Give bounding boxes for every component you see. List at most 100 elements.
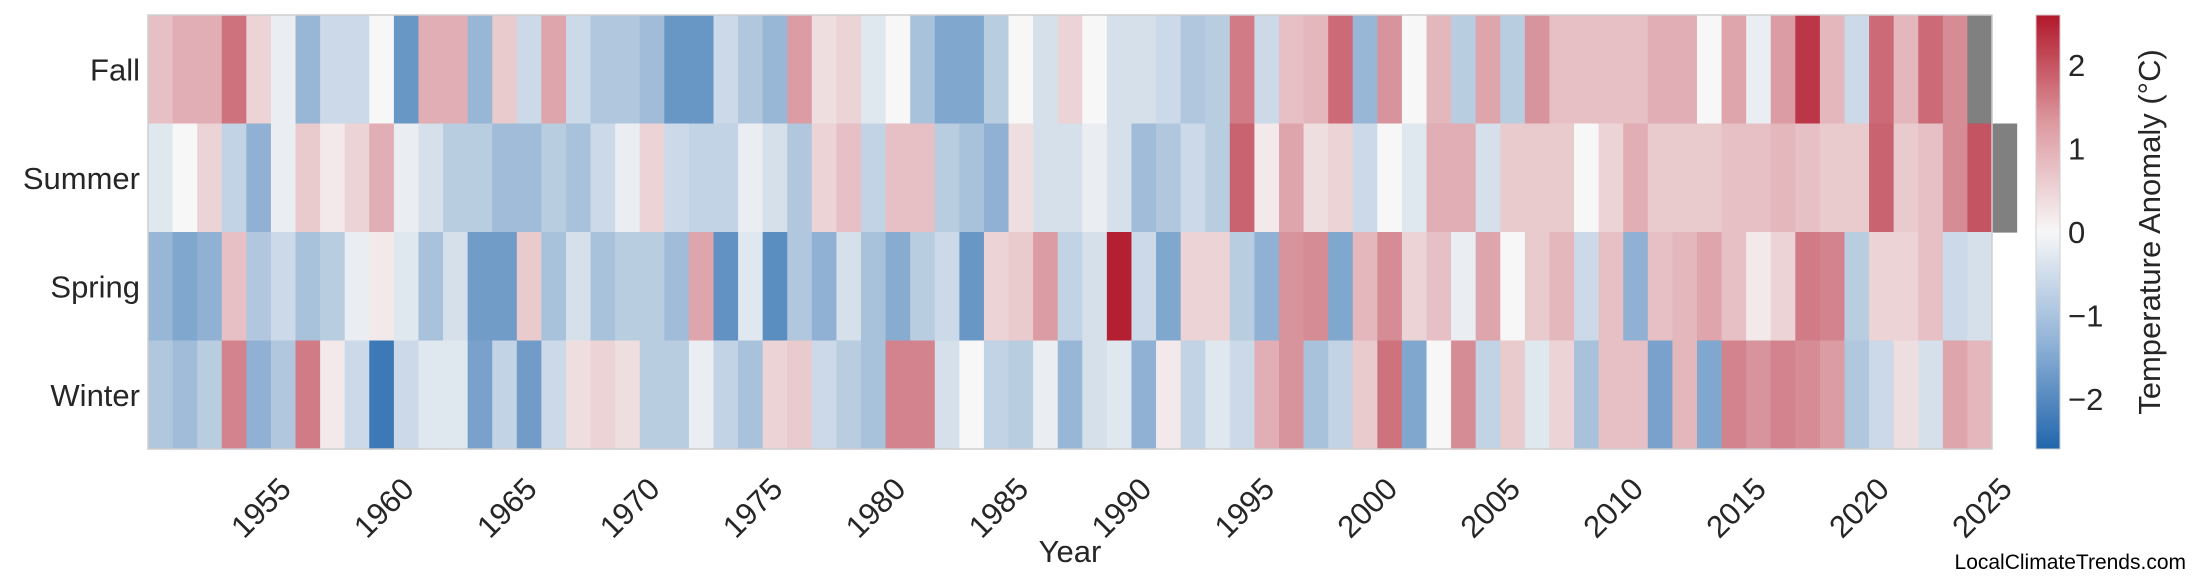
heatmap-cell xyxy=(1229,340,1255,450)
year-tick-label: 2005 xyxy=(1454,471,1528,545)
heatmap-cell xyxy=(1205,340,1231,450)
heatmap-cell xyxy=(1352,340,1378,450)
heatmap-cell xyxy=(1598,123,1624,233)
heatmap-cell xyxy=(738,123,764,233)
heatmap-cell xyxy=(1524,123,1551,233)
heatmap-cell xyxy=(1623,232,1649,342)
heatmap-cell xyxy=(1352,232,1378,342)
heatmap-cell xyxy=(1549,340,1575,450)
heatmap-cell xyxy=(787,340,813,450)
heatmap-cell xyxy=(516,340,542,450)
heatmap-cell xyxy=(934,123,960,233)
heatmap-cell xyxy=(393,340,420,450)
heatmap-cell xyxy=(1819,340,1846,450)
heatmap-cell xyxy=(1574,340,1600,450)
year-tick-label: 1985 xyxy=(962,471,1036,545)
heatmap-cell xyxy=(1647,232,1673,342)
heatmap-cell xyxy=(910,15,936,125)
heatmap-cell xyxy=(443,123,469,233)
heatmap-cell xyxy=(270,340,297,450)
heatmap-cell xyxy=(1746,123,1772,233)
heatmap-cell xyxy=(713,340,739,450)
heatmap-cell xyxy=(639,340,665,450)
heatmap-cell xyxy=(1057,340,1083,450)
heatmap-cell xyxy=(1426,15,1452,125)
heatmap-cell xyxy=(1377,123,1403,233)
heatmap-cell xyxy=(983,340,1010,450)
heatmap-cell xyxy=(1992,123,2018,233)
heatmap-cell xyxy=(664,232,690,342)
heatmap-cell xyxy=(1156,340,1182,450)
heatmap-cell xyxy=(1205,123,1231,233)
heatmap-cell xyxy=(615,340,641,450)
heatmap-cell xyxy=(811,15,838,125)
heatmap-cell xyxy=(1082,15,1108,125)
heatmap-cell xyxy=(1278,15,1305,125)
heatmap-cell xyxy=(811,232,838,342)
heatmap-cell xyxy=(910,340,936,450)
heatmap-cell xyxy=(221,123,247,233)
heatmap-cell xyxy=(1844,123,1870,233)
x-axis-label: Year xyxy=(1039,534,1102,569)
year-tick-label: 1975 xyxy=(716,471,790,545)
heatmap-cell xyxy=(1647,340,1673,450)
heatmap-cell xyxy=(1475,340,1501,450)
heatmap-cell xyxy=(1623,15,1649,125)
heatmap-cell xyxy=(934,15,960,125)
heatmap-cell xyxy=(1770,15,1796,125)
heatmap-cell xyxy=(1918,340,1944,450)
heatmap-cell xyxy=(1672,232,1698,342)
heatmap-cell xyxy=(1598,232,1624,342)
heatmap-cell xyxy=(1549,123,1575,233)
heatmap-cell xyxy=(320,123,346,233)
heatmap-cell xyxy=(221,340,247,450)
heatmap-cell xyxy=(1229,232,1255,342)
season-label: Fall xyxy=(90,52,140,87)
heatmap-cell xyxy=(811,340,838,450)
heatmap-cell xyxy=(1967,15,1993,125)
heatmap-cell xyxy=(197,15,223,125)
year-tick-label: 2015 xyxy=(1699,471,1773,545)
season-label: Winter xyxy=(50,378,140,413)
heatmap-cell xyxy=(295,232,321,342)
year-tick-label: 2000 xyxy=(1331,471,1405,545)
heatmap-cell xyxy=(1721,15,1747,125)
heatmap-cell xyxy=(1131,15,1157,125)
heatmap-cell xyxy=(1696,15,1723,125)
heatmap-cell xyxy=(369,15,395,125)
heatmap-cell xyxy=(590,15,616,125)
heatmap-cell xyxy=(1893,15,1919,125)
heatmap-cell xyxy=(1844,340,1870,450)
heatmap-cell xyxy=(467,340,493,450)
heatmap-cell xyxy=(1082,232,1108,342)
heatmap-cell xyxy=(1918,232,1944,342)
heatmap-cell xyxy=(246,340,272,450)
heatmap-cell xyxy=(1869,232,1895,342)
colorbar-tick-labels: 2 1 0 −1 −2 xyxy=(2068,48,2103,417)
heatmap-cell xyxy=(443,340,469,450)
heatmap-cell xyxy=(1893,340,1919,450)
heatmap-cell xyxy=(688,232,715,342)
heatmap-cell xyxy=(344,123,370,233)
heatmap-cell xyxy=(1549,15,1575,125)
heatmap-cell xyxy=(369,340,395,450)
heatmap-cell xyxy=(959,15,985,125)
heatmap-cell xyxy=(418,15,444,125)
colorbar-tick-label: 0 xyxy=(2068,215,2085,250)
heatmap-cell xyxy=(1008,123,1034,233)
heatmap-cell xyxy=(1303,123,1329,233)
heatmap-cell xyxy=(1524,15,1551,125)
heatmap-cell xyxy=(1156,232,1182,342)
heatmap-cell xyxy=(197,123,223,233)
heatmap-cell xyxy=(1328,15,1354,125)
heatmap-cell xyxy=(295,15,321,125)
heatmap-cell xyxy=(861,123,887,233)
heatmap-cell xyxy=(1156,123,1182,233)
heatmap-cell xyxy=(787,232,813,342)
heatmap-cell xyxy=(1672,123,1698,233)
heatmap-cell xyxy=(1008,340,1034,450)
heatmap-cell xyxy=(1401,340,1428,450)
heatmap-cell xyxy=(1278,340,1305,450)
heatmap-cell xyxy=(1033,15,1059,125)
